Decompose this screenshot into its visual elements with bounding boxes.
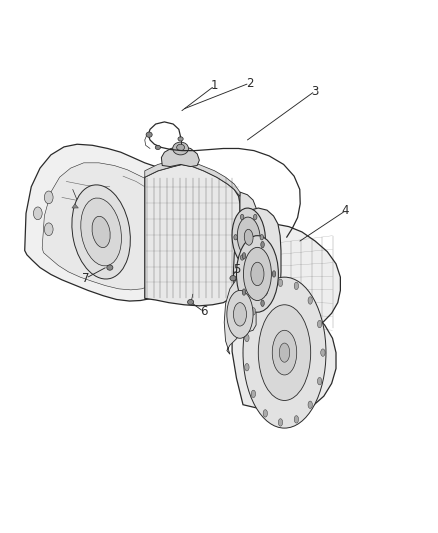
Ellipse shape [177, 144, 184, 151]
Ellipse shape [245, 334, 249, 342]
Ellipse shape [261, 300, 264, 306]
Ellipse shape [233, 303, 247, 326]
Polygon shape [233, 208, 281, 340]
Text: 7: 7 [82, 272, 90, 285]
Ellipse shape [227, 290, 253, 338]
Text: 2: 2 [246, 77, 253, 90]
Ellipse shape [187, 300, 194, 305]
Polygon shape [145, 165, 240, 306]
Text: 4: 4 [342, 204, 350, 217]
Polygon shape [161, 147, 199, 166]
Ellipse shape [237, 217, 260, 257]
Polygon shape [240, 192, 258, 286]
Text: 1: 1 [211, 79, 219, 92]
Ellipse shape [278, 279, 283, 287]
Ellipse shape [173, 142, 188, 155]
Ellipse shape [318, 377, 322, 385]
Polygon shape [42, 152, 182, 290]
Ellipse shape [107, 265, 113, 270]
Text: 6: 6 [200, 305, 208, 318]
Ellipse shape [258, 305, 311, 400]
Polygon shape [224, 275, 255, 354]
Ellipse shape [308, 401, 312, 408]
Ellipse shape [146, 132, 152, 138]
Ellipse shape [237, 236, 279, 312]
Ellipse shape [272, 271, 276, 277]
Polygon shape [237, 224, 340, 335]
Ellipse shape [254, 255, 257, 260]
Ellipse shape [244, 247, 272, 301]
Text: 5: 5 [233, 263, 240, 276]
Ellipse shape [251, 262, 264, 286]
Ellipse shape [240, 214, 244, 220]
Ellipse shape [294, 416, 299, 423]
Ellipse shape [294, 282, 299, 289]
Ellipse shape [242, 253, 246, 259]
Ellipse shape [92, 216, 110, 248]
Ellipse shape [178, 137, 183, 141]
Ellipse shape [33, 207, 42, 220]
Ellipse shape [263, 288, 268, 296]
Polygon shape [72, 204, 78, 208]
Ellipse shape [44, 191, 53, 204]
Ellipse shape [72, 185, 131, 279]
Ellipse shape [155, 146, 160, 150]
Ellipse shape [308, 297, 312, 304]
Ellipse shape [243, 277, 326, 428]
Text: 3: 3 [311, 85, 319, 98]
Ellipse shape [242, 289, 246, 295]
Ellipse shape [318, 320, 322, 328]
Ellipse shape [263, 410, 268, 417]
Polygon shape [232, 296, 336, 413]
Ellipse shape [251, 308, 256, 315]
Polygon shape [239, 296, 256, 333]
Ellipse shape [321, 349, 325, 357]
Ellipse shape [261, 241, 264, 248]
Ellipse shape [232, 208, 265, 266]
Ellipse shape [254, 214, 257, 220]
Ellipse shape [272, 330, 297, 375]
Ellipse shape [278, 419, 283, 426]
Ellipse shape [260, 235, 264, 240]
Ellipse shape [240, 255, 244, 260]
Ellipse shape [251, 390, 256, 398]
Ellipse shape [230, 276, 236, 281]
Polygon shape [145, 159, 240, 196]
Ellipse shape [279, 343, 290, 362]
Ellipse shape [44, 223, 53, 236]
Ellipse shape [244, 229, 253, 245]
Ellipse shape [234, 235, 237, 240]
Ellipse shape [81, 198, 121, 266]
Ellipse shape [245, 364, 249, 371]
Polygon shape [25, 144, 187, 301]
